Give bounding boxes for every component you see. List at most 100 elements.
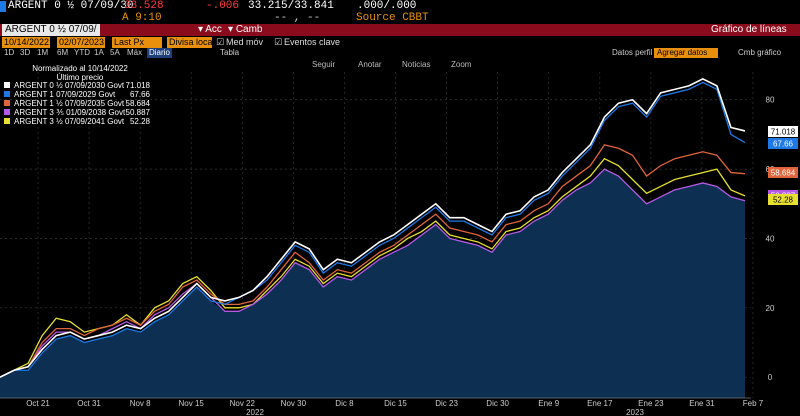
security-field[interactable]: ARGENT 0 ½ 07/09/ [2, 24, 100, 36]
x-tick-label: Ene 17 [587, 399, 613, 408]
price-field-select[interactable]: Last Px [112, 37, 162, 48]
series-line [0, 144, 746, 378]
dropdown-icon: ▾ [198, 24, 206, 35]
legend-label: ARGENT 1 07/09/2029 Govt [14, 90, 116, 99]
checkbox-icon[interactable]: ☑ [274, 37, 283, 47]
last-value-badge [768, 194, 798, 205]
price-source: Source CBBT [356, 12, 429, 24]
area-fill [0, 169, 745, 398]
last-price: 33.528 [124, 0, 164, 12]
key-events-label[interactable]: Eventos clave [284, 37, 341, 47]
last-value-label: 67.66 [773, 140, 794, 149]
legend-entry[interactable]: ARGENT 3 ⅗ 01/09/2038 Govt 50.887 [4, 108, 151, 117]
checkbox-icon[interactable]: ☑ [216, 37, 225, 47]
x-tick-label: Ene 23 [638, 399, 664, 408]
x-tick-label: Ene 9 [538, 399, 559, 408]
currency-select[interactable]: Divisa local [167, 37, 212, 48]
legend-value: 58.684 [126, 99, 151, 108]
period-5a[interactable]: 5A [110, 48, 120, 57]
period-1m[interactable]: 1M [37, 48, 49, 57]
period-bar: 1D 3D 1M 6M YTD 1A 5A Máx Diario Tabla D… [0, 48, 800, 58]
x-tick-label: Dic 15 [384, 399, 407, 408]
function-bar: ARGENT 0 ½ 07/09/ ▾ Acc ▾ Camb Gráfico d… [0, 24, 800, 36]
acc-button[interactable]: ▾ Acc [198, 24, 222, 36]
legend-entry[interactable]: ARGENT 3 ½ 07/09/2041 Govt 52.28 [4, 117, 151, 126]
follow-tool[interactable]: Seguir [312, 60, 335, 69]
last-value-badge [768, 167, 798, 178]
period-1a[interactable]: 1A [94, 48, 104, 57]
news-tool[interactable]: Noticias [402, 60, 430, 69]
x-tick-label: Dic 30 [486, 399, 509, 408]
legend-value: 52.28 [130, 117, 151, 126]
ticker-marker [0, 1, 6, 12]
series-line [0, 78, 746, 378]
ticker-label[interactable]: ARGENT 0 ½ 07/09/30 [8, 0, 134, 12]
legend: Normalizado al 10/14/2022 Último precio … [4, 64, 151, 126]
legend-value: 71.018 [126, 81, 151, 90]
legend-swatch [4, 109, 10, 115]
moving-average-label[interactable]: Med móv [226, 37, 264, 47]
last-value-badge [768, 126, 798, 137]
x-tick-label: Dic 23 [435, 399, 458, 408]
legend-entry[interactable]: ARGENT 1 ½ 07/09/2035 Govt 58.684 [4, 99, 151, 108]
y-tick-label: 0 [768, 373, 773, 382]
y-tick-label: 20 [766, 304, 775, 313]
legend-subtitle: Último precio [57, 73, 104, 82]
x-tick-label: Dic 8 [335, 399, 354, 408]
bid-ask-size: .000/.000 [357, 0, 417, 12]
y-tick-label: 80 [766, 96, 775, 105]
bid-ask: 33.215/33.841 [248, 0, 334, 12]
legend-label: ARGENT 3 ⅗ 01/09/2038 Govt [14, 108, 126, 117]
quote-marker: -- , -- [274, 12, 321, 24]
legend-swatch [4, 100, 10, 106]
x-tick-label: Nov 8 [130, 399, 151, 408]
legend-label: ARGENT 1 ½ 07/09/2035 Govt [14, 99, 125, 108]
x-tick-label: Feb 7 [743, 399, 764, 408]
legend-label: ARGENT 3 ½ 07/09/2041 Govt [14, 117, 125, 126]
end-date-field[interactable]: 02/07/2023 [57, 37, 105, 48]
last-value-label: 58.684 [771, 169, 796, 178]
frequency-select[interactable]: Diario [147, 48, 172, 58]
x-tick-label: Nov 30 [281, 399, 307, 408]
x-tick-label: Nov 15 [179, 399, 205, 408]
legend-title: Normalizado al 10/14/2022 [32, 64, 128, 73]
legend-entry[interactable]: ARGENT 1 07/09/2029 Govt 67.66 [4, 90, 151, 99]
period-3d[interactable]: 3D [20, 48, 31, 57]
annotate-tool[interactable]: Anotar [358, 60, 382, 69]
change-chart-button[interactable]: Cmb gráfico [738, 48, 782, 57]
legend-entry[interactable]: ARGENT 0 ½ 07/09/2030 Govt 71.018 [4, 81, 151, 90]
x-tick-label: Oct 31 [77, 399, 101, 408]
legend-value: 67.66 [130, 90, 151, 99]
period-max[interactable]: Máx [127, 48, 143, 57]
x-tick-label: Ene 31 [689, 399, 715, 408]
last-value-badge [768, 138, 798, 149]
series-line [0, 81, 746, 378]
legend-value: 50.887 [126, 108, 151, 117]
series-lines [0, 78, 746, 378]
profile-data-button[interactable]: Datos perfil [612, 48, 653, 57]
y-tick-label: 40 [766, 234, 775, 243]
table-toggle[interactable]: Tabla [220, 48, 240, 57]
camb-button[interactable]: ▾ Camb [228, 24, 263, 36]
parameter-bar: 10/14/2022 02/07/2023 Last Px Divisa loc… [0, 37, 800, 48]
quote-time: A 9:10 [122, 12, 162, 24]
chart-tools: Seguir Anotar Noticias Zoom [312, 60, 472, 69]
zoom-tool[interactable]: Zoom [451, 60, 472, 69]
x-axis: Oct 21 Oct 31 Nov 8 Nov 15 Nov 22 Nov 30 Dic 8… [0, 397, 764, 416]
start-date-field[interactable]: 10/14/2022 [2, 37, 50, 48]
series-line [0, 157, 746, 378]
add-data-field[interactable]: Agregar datos [654, 48, 718, 58]
legend-swatch [4, 118, 10, 124]
period-1d[interactable]: 1D [4, 48, 15, 57]
legend-swatch [4, 82, 10, 88]
last-value-label: 52.28 [773, 196, 794, 205]
legend-swatch [4, 91, 10, 97]
period-ytd[interactable]: YTD [74, 48, 90, 57]
period-6m[interactable]: 6M [57, 48, 69, 57]
chart-type-title: Gráfico de líneas [711, 24, 787, 35]
legend-label: ARGENT 0 ½ 07/09/2030 Govt [14, 81, 125, 90]
series-line [0, 168, 746, 378]
price-change: -.006 [206, 0, 240, 12]
camb-label: Camb [235, 24, 263, 35]
